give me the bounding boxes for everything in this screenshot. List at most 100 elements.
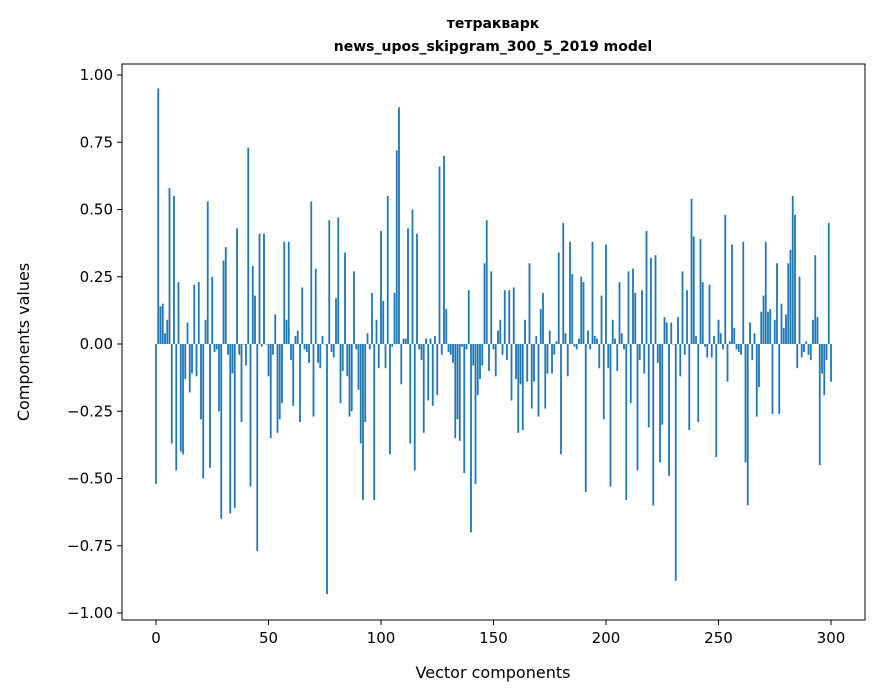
bar <box>571 274 574 344</box>
bar <box>814 255 817 344</box>
bar <box>438 166 441 344</box>
bar <box>296 330 299 344</box>
bar <box>445 309 448 344</box>
bar <box>683 344 686 355</box>
bar <box>456 344 459 420</box>
bar <box>656 344 659 363</box>
bar <box>800 344 803 358</box>
bar <box>517 344 520 433</box>
bar <box>542 292 544 344</box>
bar <box>197 282 200 344</box>
bar <box>546 344 549 374</box>
bar <box>492 344 495 350</box>
bar <box>582 282 585 344</box>
bar <box>560 344 562 455</box>
bar <box>485 220 488 344</box>
bar <box>314 268 317 344</box>
bar <box>220 344 223 519</box>
bar <box>717 319 720 344</box>
bar <box>301 287 304 344</box>
y-tick-label: 0.75 <box>80 133 113 151</box>
bar <box>368 344 371 350</box>
bar <box>389 344 391 455</box>
ticks-group: 0 50 100 150 200 250 300 1.00 0.75 0.50 0.25 0.00 −0… <box>67 66 845 647</box>
bar <box>827 222 830 344</box>
bar <box>362 344 364 501</box>
x-tick-label: 0 <box>151 629 161 647</box>
x-tick-label: 250 <box>704 629 733 647</box>
bar <box>188 344 191 393</box>
bar <box>380 231 382 344</box>
bar <box>272 344 274 355</box>
bar <box>337 217 340 344</box>
bar <box>623 344 625 350</box>
bar <box>636 344 639 471</box>
bar <box>764 241 767 344</box>
bar <box>263 233 265 344</box>
bar <box>245 344 247 366</box>
bar <box>186 322 189 344</box>
bar <box>611 319 614 344</box>
bar <box>805 341 808 344</box>
bar <box>179 344 182 452</box>
y-tick-label: 0.00 <box>80 335 113 353</box>
bar <box>366 333 369 344</box>
bar <box>344 252 346 344</box>
bar <box>395 150 398 344</box>
bar <box>555 341 558 344</box>
bar <box>593 335 596 344</box>
bar <box>692 236 695 344</box>
bar <box>170 344 173 444</box>
bar <box>719 333 722 344</box>
bar <box>168 187 171 344</box>
bar <box>553 344 556 355</box>
bar <box>701 282 704 344</box>
bar <box>659 344 661 463</box>
bar <box>213 344 216 353</box>
bar <box>791 196 794 344</box>
y-tick-label: −1.00 <box>67 604 113 622</box>
bar <box>386 196 389 344</box>
bar <box>407 228 409 344</box>
bar <box>715 344 718 457</box>
bar <box>204 319 207 344</box>
bar <box>339 344 342 404</box>
bar <box>488 344 490 371</box>
bar <box>699 239 702 344</box>
bar <box>591 241 594 344</box>
bar <box>175 344 178 471</box>
bar <box>276 344 279 433</box>
bar <box>240 344 243 423</box>
bar <box>780 303 783 344</box>
bar <box>391 344 394 347</box>
bar <box>283 241 286 344</box>
bar <box>634 292 637 344</box>
bar <box>728 341 731 344</box>
bar <box>461 344 463 347</box>
bar <box>710 344 713 358</box>
bar <box>258 233 261 344</box>
bar <box>731 244 733 344</box>
bar <box>690 198 693 344</box>
bar <box>335 298 337 344</box>
bar <box>650 257 652 344</box>
bar <box>202 344 205 479</box>
bar <box>614 338 616 344</box>
bar <box>746 344 749 506</box>
bar <box>157 88 160 344</box>
bar <box>195 344 198 377</box>
bar <box>816 317 819 344</box>
bar <box>616 344 619 371</box>
bar <box>713 335 715 344</box>
x-tick-label: 200 <box>592 629 621 647</box>
bar <box>521 344 524 431</box>
bar <box>431 344 434 406</box>
bar <box>530 344 533 409</box>
bar <box>479 344 481 379</box>
bar <box>771 344 774 414</box>
y-tick-label: 0.50 <box>80 201 113 219</box>
bar <box>256 344 259 552</box>
bar <box>317 344 319 363</box>
bar <box>375 319 378 344</box>
bar <box>598 344 601 369</box>
